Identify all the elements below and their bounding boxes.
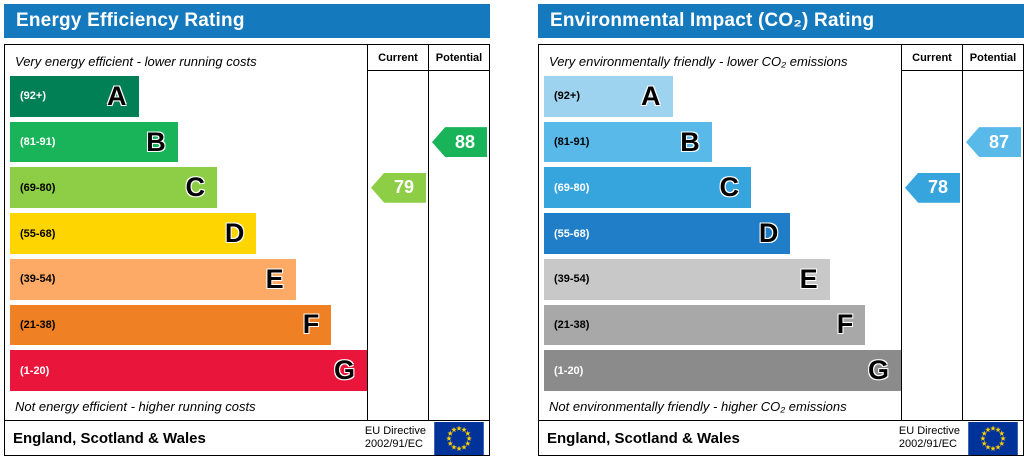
band-bar-d: (55-68) D bbox=[10, 213, 257, 254]
table-footer: England, Scotland & Wales EU Directive 2… bbox=[539, 420, 1023, 455]
current-rating-arrow: 79 bbox=[371, 172, 426, 203]
panel-title: Environmental Impact (CO₂) Rating bbox=[550, 10, 875, 31]
band-row: (39-54) E bbox=[544, 258, 901, 300]
band-range-label: (21-38) bbox=[20, 318, 56, 331]
panel-header: Environmental Impact (CO₂) Rating bbox=[538, 4, 1024, 38]
band-letter: F bbox=[302, 309, 320, 340]
current-rating-arrow: 78 bbox=[905, 172, 960, 203]
rating-table: Very environmentally friendly - lower CO… bbox=[538, 44, 1024, 456]
eu-directive-line2: 2002/91/EC bbox=[364, 438, 423, 450]
potential-rating-arrow: 87 bbox=[966, 127, 1021, 158]
top-caption: Very environmentally friendly - lower CO… bbox=[549, 53, 848, 69]
band-range-label: (92+) bbox=[554, 90, 580, 103]
band-letter: D bbox=[758, 218, 779, 249]
current-column: Current 78 bbox=[901, 45, 962, 420]
eu-directive-label: EU Directive 2002/91/EC bbox=[899, 425, 960, 450]
band-letter: C bbox=[719, 172, 740, 203]
band-range-label: (1-20) bbox=[20, 364, 50, 377]
potential-column: Potential 87 bbox=[962, 45, 1023, 420]
bands-area: Very energy efficient - lower running co… bbox=[5, 45, 367, 420]
band-letter: B bbox=[146, 126, 166, 157]
band-letter: E bbox=[799, 263, 818, 294]
band-bar-a: (92+) A bbox=[544, 76, 673, 117]
band-row: (55-68) D bbox=[544, 213, 901, 254]
band-row: (21-38) F bbox=[10, 304, 367, 346]
band-range-label: (55-68) bbox=[554, 227, 590, 240]
band-row: (69-80) C bbox=[544, 167, 901, 209]
eu-directive-label: EU Directive 2002/91/EC bbox=[365, 425, 426, 450]
band-row: (81-91) B bbox=[10, 121, 367, 163]
potential-column-header: Potential bbox=[429, 45, 489, 71]
band-bar-f: (21-38) F bbox=[544, 304, 866, 346]
band-row: (92+) A bbox=[544, 76, 901, 117]
band-bar-f: (21-38) F bbox=[10, 304, 332, 346]
eu-directive-line1: EU Directive bbox=[364, 425, 426, 438]
bottom-caption: Not environmentally friendly - higher CO… bbox=[549, 398, 847, 414]
band-list: (92+) A (81-91) B (69-80) C (55-68) D (39-54) E (2… bbox=[10, 73, 367, 394]
potential-column-header: Potential bbox=[963, 45, 1023, 71]
band-row: (21-38) F bbox=[544, 304, 901, 346]
band-letter: C bbox=[185, 172, 206, 203]
band-letter: A bbox=[641, 80, 661, 111]
band-bar-b: (81-91) B bbox=[544, 121, 712, 163]
band-row: (39-54) E bbox=[10, 258, 367, 300]
band-letter: D bbox=[224, 218, 245, 249]
band-range-label: (1-20) bbox=[554, 364, 584, 377]
band-bar-d: (55-68) D bbox=[544, 213, 791, 254]
bottom-caption: Not energy efficient - higher running co… bbox=[15, 398, 256, 414]
band-bar-g: (1-20) G bbox=[544, 350, 901, 392]
eu-directive-line2: 2002/91/EC bbox=[898, 438, 957, 450]
band-letter: G bbox=[867, 355, 889, 386]
table-footer: England, Scotland & Wales EU Directive 2… bbox=[5, 420, 489, 455]
band-bar-e: (39-54) E bbox=[544, 258, 830, 300]
potential-rating-arrow: 88 bbox=[432, 127, 487, 158]
band-bar-c: (69-80) C bbox=[544, 167, 752, 209]
band-row: (55-68) D bbox=[10, 213, 367, 254]
band-row: (81-91) B bbox=[544, 121, 901, 163]
band-row: (1-20) G bbox=[544, 350, 901, 392]
energy-efficiency-panel: Energy Efficiency Rating Very energy eff… bbox=[4, 4, 490, 456]
band-letter: G bbox=[333, 355, 355, 386]
band-range-label: (21-38) bbox=[554, 318, 590, 331]
current-column-header: Current bbox=[902, 45, 962, 71]
band-range-label: (55-68) bbox=[20, 227, 56, 240]
top-caption: Very energy efficient - lower running co… bbox=[15, 53, 257, 69]
band-range-label: (81-91) bbox=[20, 136, 56, 149]
band-list: (92+) A (81-91) B (69-80) C (55-68) D (39-54) E (2… bbox=[544, 73, 901, 394]
panel-title: Energy Efficiency Rating bbox=[16, 10, 245, 31]
potential-column: Potential 88 bbox=[428, 45, 489, 420]
band-range-label: (69-80) bbox=[554, 181, 590, 194]
current-column-header: Current bbox=[368, 45, 428, 71]
bands-area: Very environmentally friendly - lower CO… bbox=[539, 45, 901, 420]
band-row: (1-20) G bbox=[10, 350, 367, 392]
eu-flag-icon bbox=[434, 421, 484, 455]
band-range-label: (81-91) bbox=[554, 136, 590, 149]
environmental-impact-panel: Environmental Impact (CO₂) Rating Very e… bbox=[538, 4, 1024, 456]
band-range-label: (69-80) bbox=[20, 181, 56, 194]
eu-flag-icon bbox=[968, 421, 1018, 455]
band-range-label: (92+) bbox=[20, 90, 46, 103]
band-bar-b: (81-91) B bbox=[10, 121, 178, 163]
band-letter: E bbox=[265, 263, 284, 294]
band-letter: B bbox=[680, 126, 700, 157]
band-range-label: (39-54) bbox=[554, 273, 590, 286]
band-bar-a: (92+) A bbox=[10, 76, 139, 117]
rating-table: Very energy efficient - lower running co… bbox=[4, 44, 490, 456]
band-range-label: (39-54) bbox=[20, 273, 56, 286]
band-row: (92+) A bbox=[10, 76, 367, 117]
current-column: Current 79 bbox=[367, 45, 428, 420]
region-label: England, Scotland & Wales bbox=[547, 429, 740, 447]
band-row: (69-80) C bbox=[10, 167, 367, 209]
band-bar-e: (39-54) E bbox=[10, 258, 296, 300]
panel-header: Energy Efficiency Rating bbox=[4, 4, 490, 38]
band-letter: A bbox=[107, 80, 127, 111]
band-bar-g: (1-20) G bbox=[10, 350, 367, 392]
eu-directive-line1: EU Directive bbox=[898, 425, 960, 438]
region-label: England, Scotland & Wales bbox=[13, 429, 206, 447]
band-bar-c: (69-80) C bbox=[10, 167, 218, 209]
band-letter: F bbox=[836, 309, 854, 340]
